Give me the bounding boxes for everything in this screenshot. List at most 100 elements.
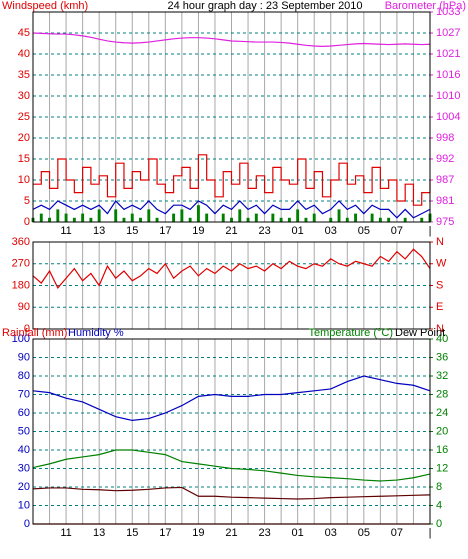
bar [130,213,134,222]
y-axis-label: Humidity % [68,327,124,339]
y2-tick-label: 16 [436,444,448,456]
bar [370,213,374,222]
bar [279,217,283,222]
y-tick-label: 10 [18,499,30,511]
y2-tick-label: 1021 [436,48,460,60]
y-tick-label: 40 [18,48,30,60]
series-line [32,375,431,422]
y2-tick-label: 975 [436,216,454,228]
bar [238,209,242,222]
x-tick-label: 11 [60,527,71,539]
series-line [33,154,431,206]
y-tick-label: 20 [18,132,30,144]
x-tick-label: 07 [391,527,403,539]
x-tick-label: 19 [192,527,204,539]
y2-tick-label: 12 [436,462,448,474]
y-tick-label: 100 [12,333,30,345]
bar [403,217,407,222]
y2-tick-label: N [436,323,444,335]
y2-tick-label: 40 [436,333,448,345]
y-tick-label: 45 [18,27,30,39]
x-tick-label: 11 [60,225,71,237]
series-line [32,32,431,47]
x-tick-label: 13 [93,225,105,237]
y-tick-label: 30 [18,462,30,474]
y-tick-label: 0 [24,518,30,530]
x-tick-label: 23 [258,225,270,237]
y2-tick-label: 992 [436,153,454,165]
y2-tick-label: E [436,301,443,313]
chart-title: 24 hour graph day : 23 September 2010 [167,0,362,12]
x-tick-label: | [429,527,432,539]
bar [172,213,176,222]
bar [271,213,275,222]
y-tick-label: 10 [18,174,30,186]
bar [312,213,316,222]
y-tick-label: 50 [18,425,30,437]
y2-tick-label: 32 [436,370,448,382]
bar [354,213,358,222]
y-tick-label: 25 [18,111,30,123]
y2-tick-label: 24 [436,407,448,419]
bar [114,209,118,222]
bar [221,213,225,222]
bar [337,209,341,222]
y2-tick-label: 20 [436,425,448,437]
y2-axis-label: Dew Point [395,327,445,339]
y-tick-label: 20 [18,481,30,493]
y-tick-label: 70 [18,388,30,400]
bar [39,213,43,222]
series-line [32,248,431,290]
y2-tick-label: 28 [436,388,448,400]
y2-tick-label: 1010 [436,90,460,102]
y2-tick-label: N [436,236,444,248]
y2-tick-label: 0 [436,518,442,530]
bar [56,209,60,222]
y2-tick-label: S [436,279,443,291]
bar [180,209,184,222]
y-tick-label: 30 [18,90,30,102]
y-tick-label: 35 [18,69,30,81]
y-tick-label: 270 [12,258,30,270]
bar [246,217,250,222]
y-tick-label: 360 [12,236,30,248]
x-tick-label: 19 [192,225,204,237]
y-tick-label: 0 [24,323,30,335]
y-tick-label: 90 [18,351,30,363]
bar [196,205,200,222]
bar [81,213,85,222]
y2-tick-label: 1004 [436,111,460,123]
bar [205,213,209,222]
x-tick-label: 15 [126,225,138,237]
y-tick-label: 0 [24,216,30,228]
x-tick-label: 03 [325,527,337,539]
bar [139,217,142,222]
series-line [32,486,431,500]
y-tick-label: 80 [18,370,30,382]
y-tick-label: 40 [18,444,30,456]
y2-tick-label: 36 [436,351,448,363]
x-tick-label: 17 [159,225,171,237]
y-tick-label: 15 [18,153,30,165]
bar [188,217,192,222]
y-axis-label: Windspeed (kmh) [2,0,88,12]
y-tick-label: 5 [24,195,30,207]
y2-tick-label: 4 [436,499,442,511]
bar [64,213,68,222]
bar [122,217,126,222]
bar [378,217,382,222]
y2-tick-label: 987 [436,174,454,186]
y2-tick-label: 1033 [436,6,460,18]
x-tick-label: 15 [126,527,138,539]
bar [147,209,151,222]
series-line [32,449,431,482]
bar [155,217,159,222]
plot-border [32,338,431,525]
y-tick-label: 90 [18,301,30,313]
x-tick-label: 01 [292,527,304,539]
bar [97,209,101,222]
bar [89,217,93,222]
bar [254,213,258,222]
y2-tick-label: 981 [436,195,454,207]
